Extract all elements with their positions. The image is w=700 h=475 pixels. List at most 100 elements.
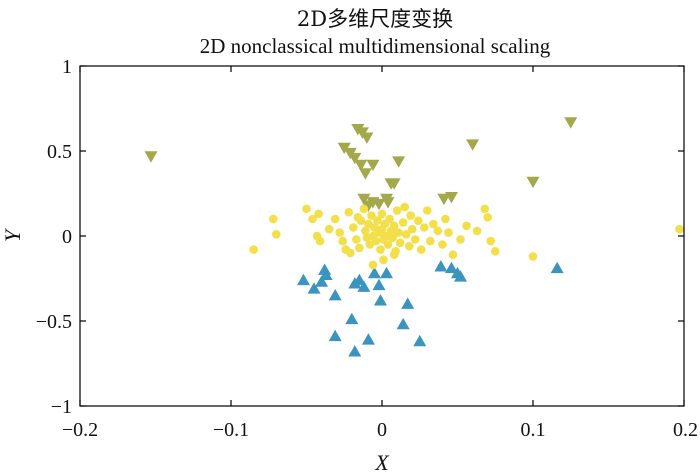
triangle-up-point [307, 282, 321, 294]
triangle-up-point [318, 263, 332, 275]
triangle-up-point [348, 345, 362, 357]
circle-point [426, 236, 435, 246]
x-axis-label: X [374, 450, 390, 475]
triangle-down-point [366, 159, 380, 172]
circle-point [389, 221, 399, 231]
circle-point [371, 236, 381, 246]
chart-title: 2D多维尺度变换 [297, 7, 453, 31]
y-tick-label: 0 [62, 226, 72, 248]
triangle-down-point [392, 156, 406, 168]
triangle-up-point [396, 317, 410, 330]
circle-point [330, 214, 340, 224]
triangle-up-point [550, 261, 564, 274]
triangle-down-point [358, 168, 372, 180]
circle-point [344, 207, 354, 217]
circle-point [373, 216, 382, 225]
triangle-down-point [361, 200, 375, 212]
triangle-down-point [354, 159, 368, 172]
circle-point [438, 240, 447, 249]
circle-point [383, 240, 393, 249]
circle-point [353, 213, 363, 222]
circle-point [335, 228, 345, 237]
triangle-down-point [381, 197, 395, 209]
circle-point [367, 211, 376, 220]
x-tick-label: 0 [377, 419, 387, 441]
x-tick-label: −0.2 [62, 419, 98, 441]
circle-point [388, 233, 397, 242]
circle-point [413, 216, 423, 225]
triangle-up-point [380, 266, 394, 279]
triangle-down-point [372, 198, 386, 211]
circle-point [444, 228, 453, 237]
circle-point [302, 204, 311, 214]
circle-point [480, 204, 489, 214]
circle-point [345, 248, 355, 258]
circle-point [352, 235, 361, 244]
circle-point [314, 209, 323, 219]
circle-point [376, 245, 385, 254]
circle-point [433, 226, 443, 236]
circle-point [448, 250, 458, 259]
triangle-up-point [454, 270, 468, 282]
triangle-up-point [315, 275, 329, 287]
triangle-down-point [444, 192, 458, 204]
triangle-up-point [367, 266, 381, 279]
circle-point [395, 238, 405, 248]
circle-point [419, 223, 429, 232]
circle-point [472, 226, 482, 236]
triangle-down-point [564, 117, 578, 129]
circle-point [368, 260, 378, 270]
y-tick-label: −0.5 [36, 311, 72, 333]
circle-point [407, 224, 417, 234]
circle-point [406, 211, 415, 220]
circle-point [675, 224, 684, 234]
circle-point [355, 243, 364, 253]
circle-point [385, 214, 394, 224]
circle-point [315, 236, 325, 246]
triangle-up-point [434, 260, 448, 272]
circle-point [377, 209, 387, 219]
circle-point [456, 235, 465, 244]
triangle-up-point [361, 333, 375, 345]
circle-point [392, 206, 402, 215]
triangle-down-point [360, 132, 374, 144]
circle-point [272, 230, 281, 239]
triangle-up-point [413, 334, 427, 347]
circle-point [398, 218, 408, 227]
x-axis: −0.2 −0.1 0 0.1 0.2 [62, 66, 698, 441]
circle-point [361, 226, 370, 236]
circle-point [268, 214, 278, 224]
triangle-down-point [437, 193, 451, 206]
circle-point [462, 221, 471, 231]
triangle-down-point [526, 176, 540, 189]
y-tick-label: 1 [62, 56, 72, 78]
triangle-up-point [328, 329, 342, 342]
circle-point [349, 223, 358, 232]
circle-point [528, 252, 538, 261]
circle-point [338, 236, 348, 246]
circle-point [379, 255, 388, 265]
triangle-down-point [348, 152, 362, 165]
chart-subtitle: 2D nonclassical multidimensional scaling [200, 34, 551, 58]
triangle-up-point [328, 289, 342, 301]
triangle-up-point [372, 278, 386, 291]
circle-point [404, 241, 414, 251]
triangle-up-point [373, 294, 387, 306]
circle-point [389, 250, 399, 259]
circle-point [423, 206, 432, 215]
circle-point [359, 204, 369, 214]
y-tick-label: −1 [51, 396, 72, 418]
y-axis-label: Y [0, 227, 25, 242]
data-points [144, 117, 684, 357]
circle-point [483, 213, 493, 222]
circle-point [486, 236, 496, 246]
circle-point [249, 245, 258, 254]
triangle-down-point [384, 178, 398, 190]
triangle-up-point [357, 280, 371, 292]
triangle-down-point [144, 151, 158, 163]
triangle-down-point [466, 139, 480, 151]
y-tick-label: 0.5 [47, 141, 72, 163]
circle-point [400, 202, 409, 212]
x-tick-label: −0.1 [213, 419, 249, 441]
